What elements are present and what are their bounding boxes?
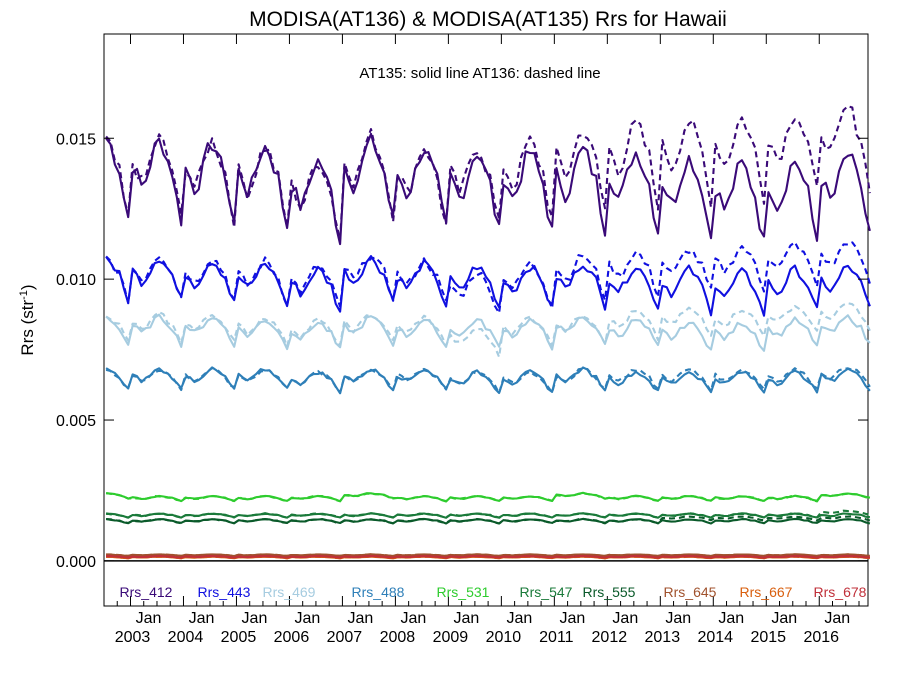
- y-tick-label-3: 0.015: [56, 131, 96, 148]
- legend-item-rrs-547: Rrs_547: [520, 584, 573, 600]
- x-tick-month-11: Jan: [718, 610, 744, 627]
- y-axis-label-main: Rrs (str: [18, 300, 37, 356]
- y-axis-label-sup: -1: [18, 290, 30, 300]
- series-line-rrs-469-dashed: [105, 302, 871, 359]
- legend-item-rrs-469: Rrs_469: [263, 584, 316, 600]
- legend-item-rrs-412: Rrs_412: [120, 584, 173, 600]
- ticks-layer: 0.000 0.005 0.010 0.015 Jan 2003 Jan 2004 Jan 200…: [56, 34, 868, 646]
- series-line-rrs-531-dashed: [105, 491, 871, 503]
- x-tick-month-2: Jan: [242, 610, 268, 627]
- chart-title: MODISA(AT136) & MODISA(AT135) Rrs for Ha…: [249, 8, 727, 31]
- series-line-rrs-531-solid: [106, 491, 871, 503]
- x-tick-year-10: 2013: [645, 629, 681, 646]
- x-tick-year-0: 2003: [115, 629, 151, 646]
- legend-item-rrs-555: Rrs_555: [583, 584, 636, 600]
- legend: Rrs_412 Rrs_443 Rrs_469 Rrs_488 Rrs_531 Rrs_5…: [120, 584, 867, 600]
- y-tick-label-2: 0.010: [56, 272, 96, 289]
- x-tick-year-12: 2015: [750, 629, 786, 646]
- x-tick-year-4: 2007: [327, 629, 363, 646]
- x-tick-month-8: Jan: [559, 610, 585, 627]
- series-line-rrs-488-dashed: [105, 367, 871, 395]
- y-axis-label-close: ): [18, 284, 37, 290]
- plot-area: 0.000 0.005 0.010 0.015 Jan 2003 Jan 2004 Jan 200…: [56, 33, 871, 646]
- x-tick-month-6: Jan: [453, 610, 479, 627]
- x-tick-year-11: 2014: [697, 629, 733, 646]
- x-tick-year-1: 2004: [168, 629, 204, 646]
- x-tick-month-9: Jan: [612, 610, 638, 627]
- x-tick-month-4: Jan: [348, 610, 374, 627]
- y-tick-label-1: 0.005: [56, 413, 96, 430]
- x-tick-month-5: Jan: [401, 610, 427, 627]
- x-tick-year-7: 2010: [486, 629, 522, 646]
- legend-item-rrs-488: Rrs_488: [352, 584, 405, 600]
- y-tick-label-0: 0.000: [56, 554, 96, 571]
- series-line-rrs-443-dashed: [105, 241, 871, 315]
- x-tick-month-1: Jan: [189, 610, 215, 627]
- x-tick-month-7: Jan: [506, 610, 532, 627]
- x-tick-month-3: Jan: [295, 610, 321, 627]
- series-line-rrs-412-dashed: [105, 105, 871, 241]
- legend-item-rrs-531: Rrs_531: [437, 584, 490, 600]
- y-axis-label: Rrs (str-1): [18, 284, 37, 355]
- series-layer: [105, 105, 871, 560]
- series-line-rrs-547-dashed: [105, 509, 871, 519]
- series-line-rrs-645-dashed: [106, 553, 870, 558]
- x-tick-year-8: 2011: [539, 629, 574, 646]
- series-line-rrs-555-dashed: [106, 515, 871, 525]
- series-line-rrs-412-solid: [105, 132, 871, 246]
- x-tick-year-5: 2008: [380, 629, 416, 646]
- series-line-rrs-443-solid: [105, 255, 871, 317]
- x-tick-year-2: 2005: [221, 629, 257, 646]
- x-tick-year-13: 2016: [803, 629, 839, 646]
- series-line-rrs-469-solid: [105, 313, 871, 352]
- x-tick-year-3: 2006: [274, 629, 310, 646]
- legend-item-rrs-678: Rrs_678: [814, 584, 867, 600]
- x-tick-year-9: 2012: [592, 629, 628, 646]
- x-tick-month-13: Jan: [824, 610, 850, 627]
- series-line-rrs-488-solid: [105, 366, 871, 395]
- x-tick-year-6: 2009: [433, 629, 469, 646]
- legend-item-rrs-645: Rrs_645: [664, 584, 717, 600]
- x-tick-month-10: Jan: [665, 610, 691, 627]
- series-line-rrs-678-dashed: [106, 554, 870, 559]
- x-tick-month-12: Jan: [771, 610, 797, 627]
- plot-frame: [103, 33, 869, 607]
- line-style-annotation: AT135: solid line AT136: dashed line: [359, 65, 600, 82]
- legend-item-rrs-667: Rrs_667: [740, 584, 793, 600]
- x-tick-month-0: Jan: [136, 610, 162, 627]
- legend-item-rrs-443: Rrs_443: [198, 584, 251, 600]
